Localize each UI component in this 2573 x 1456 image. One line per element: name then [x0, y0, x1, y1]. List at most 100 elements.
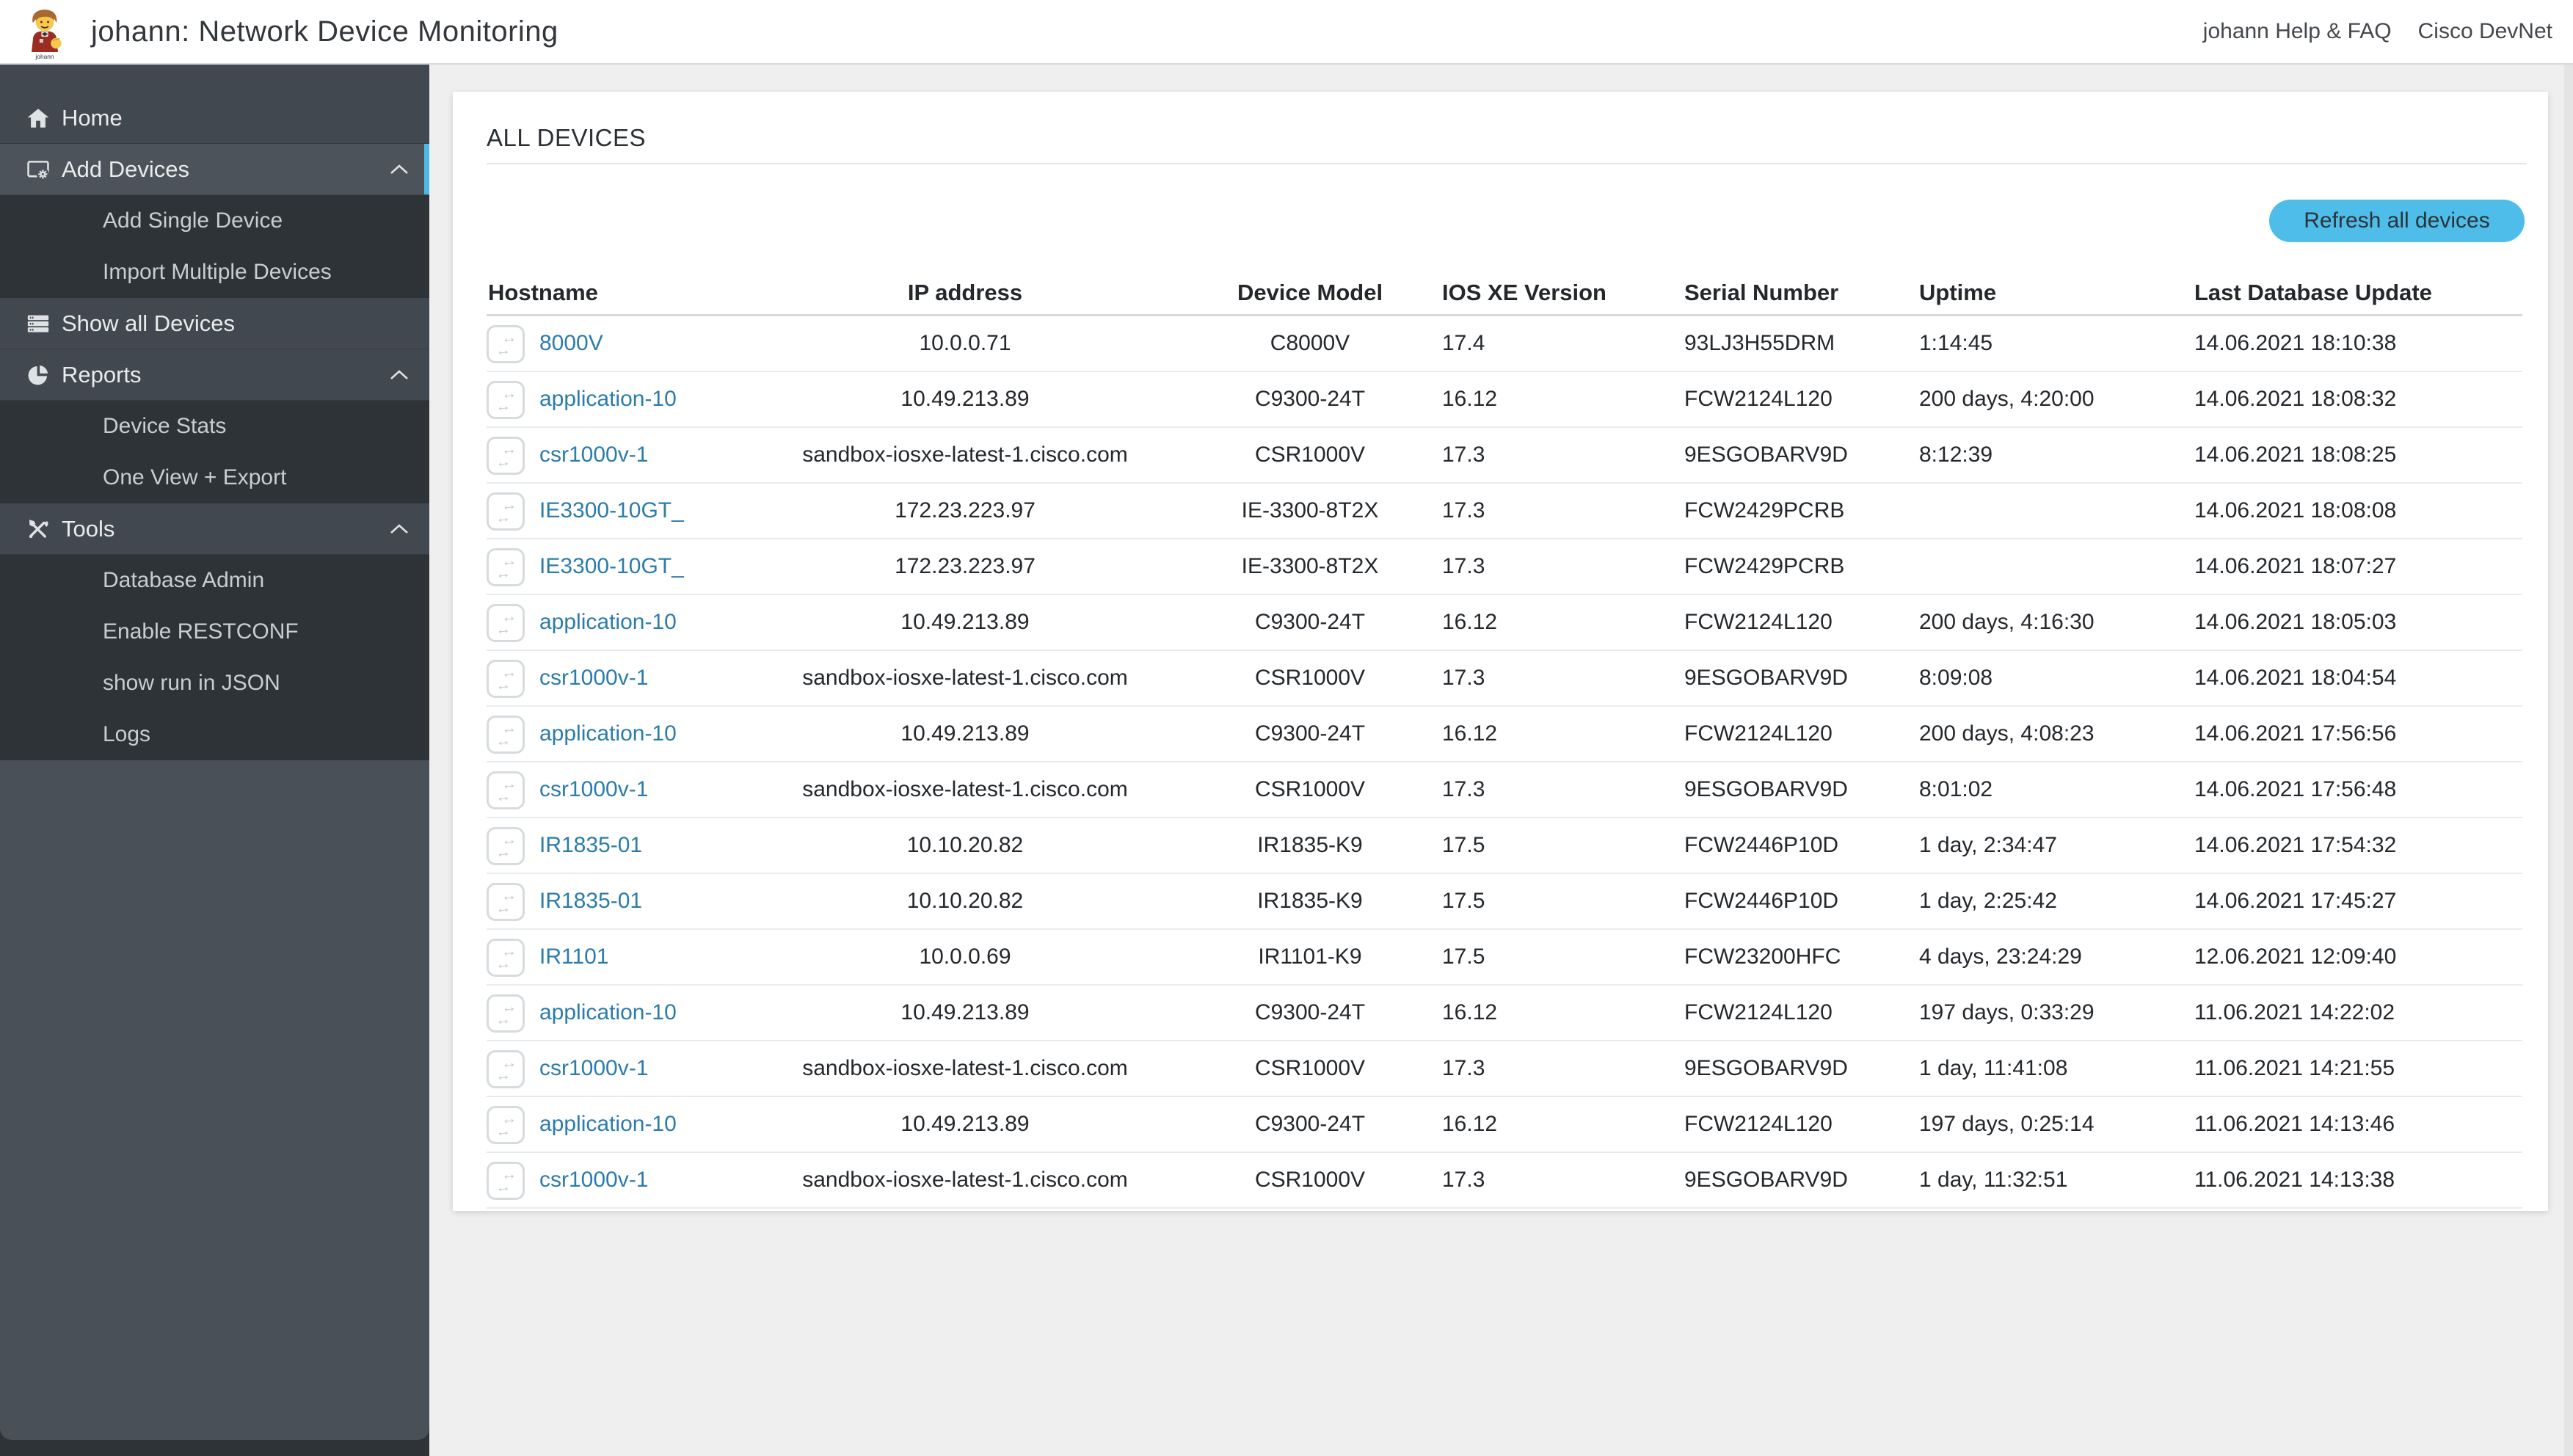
sidebar-item-label: Database Admin	[103, 568, 265, 592]
scrollbar-track[interactable]	[2564, 65, 2573, 1456]
sidebar-item-add-single-device[interactable]: Add Single Device	[0, 195, 429, 247]
cell-uptime: 8:12:39	[1919, 427, 2194, 484]
cell-model: C9300-24T	[1178, 1096, 1442, 1153]
add-devices-icon	[25, 156, 51, 183]
sidebar-item-label: Import Multiple Devices	[103, 260, 332, 284]
device-link[interactable]: 8000V	[539, 331, 603, 355]
cell-model: IE-3300-8T2X	[1178, 539, 1442, 595]
sidebar-footer	[0, 1440, 429, 1456]
cell-version: 17.3	[1442, 427, 1684, 484]
device-link[interactable]: application-10	[539, 1000, 677, 1024]
column-header-model: Device Model	[1178, 272, 1442, 316]
cell-updated: 11.06.2021 14:21:55	[2194, 1041, 2522, 1097]
cell-version: 16.12	[1442, 985, 1684, 1041]
cell-updated: 14.06.2021 18:07:27	[2194, 539, 2522, 595]
sidebar-item-reports[interactable]: Reports	[0, 349, 429, 401]
sidebar-item-logs[interactable]: Logs	[0, 709, 429, 760]
cell-version: 17.3	[1442, 539, 1684, 595]
cell-uptime: 1:14:45	[1919, 315, 2194, 372]
cell-ip: sandbox-iosxe-latest-1.cisco.com	[752, 762, 1178, 818]
cell-hostname: csr1000v-1	[539, 427, 752, 484]
cell-uptime: 1 day, 2:34:47	[1919, 818, 2194, 874]
sidebar-item-label: Reports	[62, 361, 142, 387]
chevron-up-icon[interactable]	[388, 162, 410, 177]
sidebar-item-label: Add Single Device	[103, 208, 283, 233]
device-link[interactable]: IR1835-01	[539, 889, 643, 913]
router-icon: ↔ ↔	[487, 939, 525, 977]
sidebar-item-device-stats[interactable]: Device Stats	[0, 401, 429, 452]
sidebar-item-home[interactable]: Home	[0, 92, 429, 144]
device-link[interactable]: IE3300-10GT_	[539, 498, 684, 523]
router-icon: ↔ ↔	[487, 660, 525, 698]
cell-version: 16.12	[1442, 371, 1684, 428]
chevron-up-icon[interactable]	[388, 522, 410, 536]
cell-model: IR1835-K9	[1178, 873, 1442, 930]
cell-ip: 10.49.213.89	[752, 706, 1178, 762]
refresh-all-devices-button[interactable]: Refresh all devices	[2269, 200, 2525, 242]
device-link[interactable]: csr1000v-1	[539, 1056, 649, 1080]
device-link[interactable]: application-10	[539, 721, 677, 746]
device-link[interactable]: csr1000v-1	[539, 443, 649, 467]
cell-ip: 10.10.20.82	[752, 873, 1178, 930]
cell-uptime	[1919, 483, 2194, 539]
router-icon: ↔ ↔	[487, 492, 525, 531]
cell-model: C9300-24T	[1178, 594, 1442, 651]
cell-hostname: IR1835-01	[539, 873, 752, 930]
device-link[interactable]: IR1101	[539, 944, 609, 969]
cell-ip: 10.49.213.89	[752, 594, 1178, 651]
router-icon: ↔ ↔	[487, 716, 525, 754]
cell-icon: ↔ ↔	[487, 1041, 539, 1097]
sidebar-item-label: Logs	[103, 722, 151, 746]
device-link[interactable]: application-10	[539, 387, 677, 411]
cell-hostname: csr1000v-1	[539, 650, 752, 707]
device-link[interactable]: csr1000v-1	[539, 666, 649, 690]
cell-hostname: 8000V	[539, 315, 752, 372]
sidebar-item-import-multiple-devices[interactable]: Import Multiple Devices	[0, 247, 429, 298]
sidebar-item-label: show run in JSON	[103, 671, 280, 695]
sidebar-item-database-admin[interactable]: Database Admin	[0, 555, 429, 606]
cell-serial: 9ESGOBARV9D	[1684, 427, 1919, 484]
device-link[interactable]: application-10	[539, 1112, 677, 1136]
cell-model: CSR1000V	[1178, 1041, 1442, 1097]
logo-caption: johann	[34, 53, 54, 60]
cell-icon: ↔ ↔	[487, 650, 539, 707]
sidebar-item-show-run-in-json[interactable]: show run in JSON	[0, 658, 429, 709]
device-link[interactable]: csr1000v-1	[539, 1168, 649, 1192]
router-icon: ↔ ↔	[487, 381, 525, 419]
cell-serial: FCW2124L120	[1684, 371, 1919, 428]
device-link[interactable]: application-10	[539, 610, 677, 634]
cell-updated: 14.06.2021 18:05:03	[2194, 594, 2522, 651]
cell-icon: ↔ ↔	[487, 818, 539, 874]
cell-serial: 9ESGOBARV9D	[1684, 1152, 1919, 1209]
help-faq-link[interactable]: johann Help & FAQ	[2202, 19, 2392, 43]
table-row: ↔ ↔ application-10 10.49.213.89 C9300-24T 16.…	[487, 1096, 2522, 1153]
device-link[interactable]: IR1835-01	[539, 833, 643, 857]
device-link[interactable]: IE3300-10GT_	[539, 554, 684, 578]
cell-ip: 172.23.223.97	[752, 483, 1178, 539]
device-link[interactable]: csr1000v-1	[539, 777, 649, 801]
cell-serial: 93LJ3H55DRM	[1684, 315, 1919, 372]
cell-model: C9300-24T	[1178, 985, 1442, 1041]
device-table-body: ↔ ↔ 8000V 10.0.0.71 C8000V 17.4 93LJ3H55DRM 1:1…	[487, 315, 2522, 1209]
table-row: ↔ ↔ csr1000v-1 sandbox-iosxe-latest-1.cisco…	[487, 427, 2522, 484]
cell-model: IE-3300-8T2X	[1178, 483, 1442, 539]
cell-uptime: 1 day, 11:32:51	[1919, 1152, 2194, 1209]
sidebar-item-show-all-devices[interactable]: Show all Devices	[0, 298, 429, 349]
sidebar-item-one-view-export[interactable]: One View + Export	[0, 452, 429, 503]
cell-model: CSR1000V	[1178, 427, 1442, 484]
cell-icon: ↔ ↔	[487, 706, 539, 762]
cisco-devnet-link[interactable]: Cisco DevNet	[2417, 19, 2552, 43]
cell-ip: 10.49.213.89	[752, 985, 1178, 1041]
sidebar-item-enable-restconf[interactable]: Enable RESTCONF	[0, 606, 429, 658]
cell-icon: ↔ ↔	[487, 985, 539, 1041]
title-divider	[487, 163, 2526, 164]
sidebar-item-add-devices[interactable]: Add Devices	[0, 144, 429, 195]
cell-ip: sandbox-iosxe-latest-1.cisco.com	[752, 1152, 1178, 1209]
cell-serial: FCW2446P10D	[1684, 873, 1919, 930]
cell-hostname: IR1835-01	[539, 818, 752, 874]
sidebar-item-tools[interactable]: Tools	[0, 503, 429, 555]
cell-ip: 172.23.223.97	[752, 539, 1178, 595]
table-row: ↔ ↔ application-10 10.49.213.89 C9300-24T 16.…	[487, 371, 2522, 428]
table-row: ↔ ↔ 8000V 10.0.0.71 C8000V 17.4 93LJ3H55DRM 1:1…	[487, 315, 2522, 372]
chevron-up-icon[interactable]	[388, 368, 410, 382]
